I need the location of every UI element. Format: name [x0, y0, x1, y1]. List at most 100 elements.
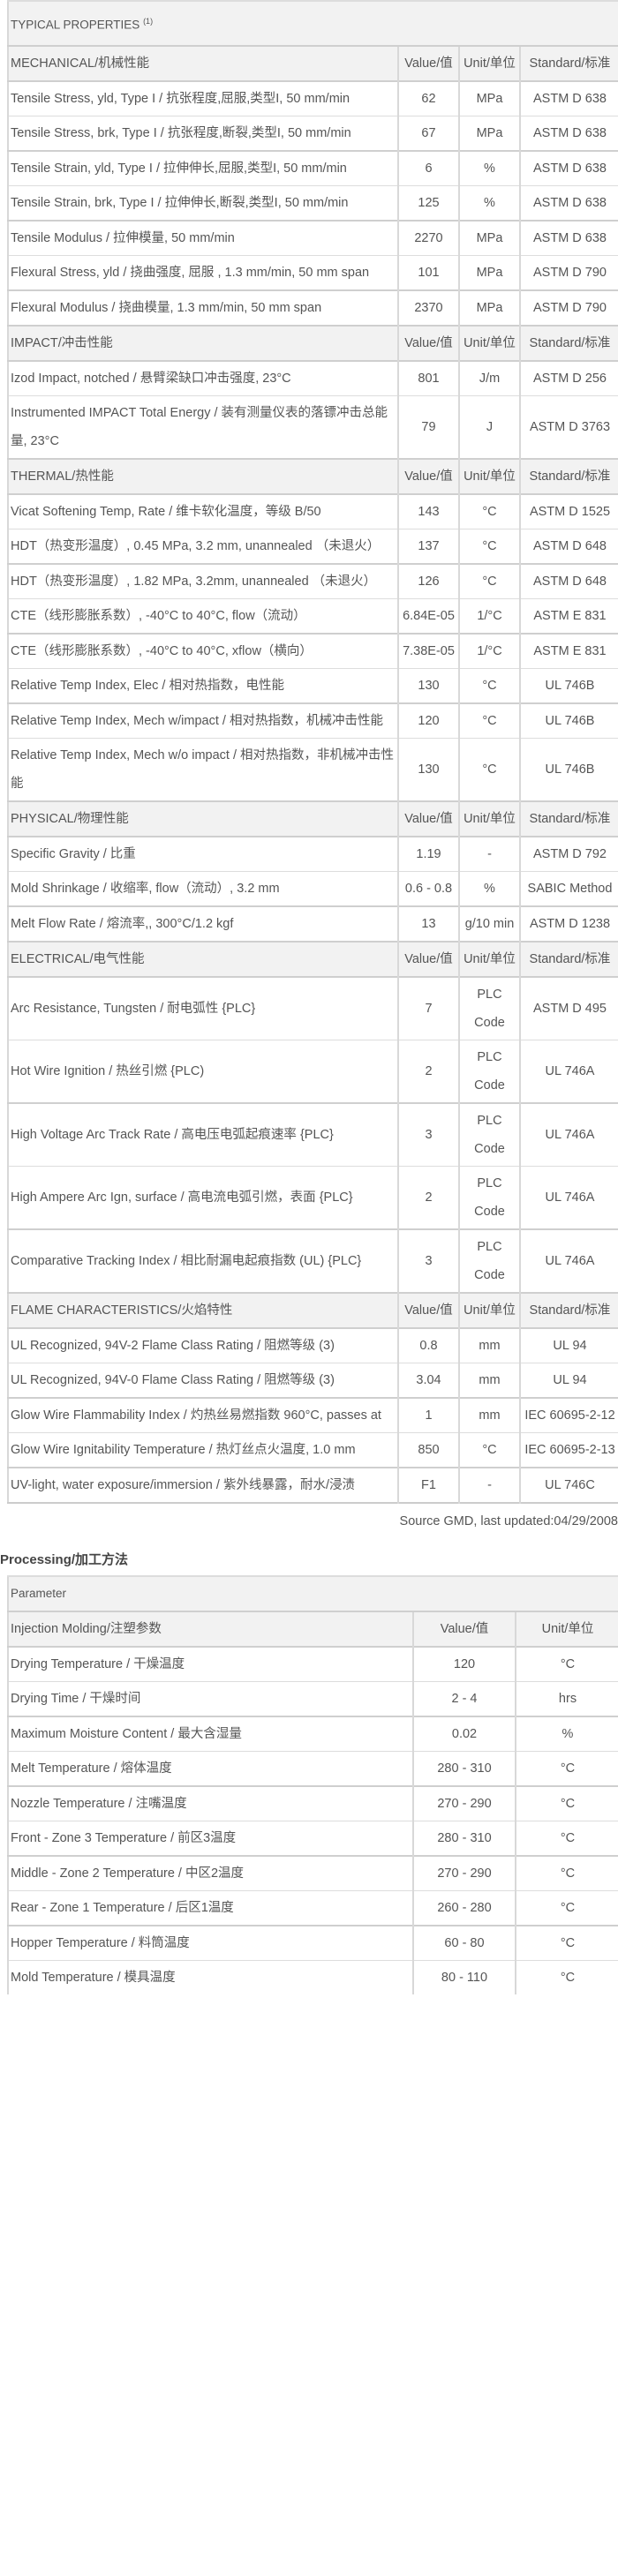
- value-header: Value/值: [397, 324, 459, 361]
- property-standard: ASTM D 1238: [519, 905, 618, 942]
- property-standard: UL 746A: [519, 1228, 618, 1293]
- property-value: 79: [397, 394, 459, 459]
- property-standard: ASTM D 648: [519, 562, 618, 598]
- property-row: Tensile Strain, brk, Type I / 拉伸伸长,断裂,类型…: [8, 184, 618, 221]
- property-value: 13: [397, 905, 459, 942]
- parameter-value: 260 - 280: [412, 1889, 516, 1926]
- value-header: Value/值: [397, 940, 459, 977]
- property-row: Tensile Stress, brk, Type I / 抗张程度,断裂,类型…: [8, 115, 618, 151]
- property-row: UL Recognized, 94V-0 Flame Class Rating …: [8, 1362, 618, 1398]
- property-value: 120: [397, 702, 459, 738]
- unit-header: Unit/单位: [458, 44, 520, 81]
- property-name: UL Recognized, 94V-0 Flame Class Rating …: [8, 1362, 398, 1398]
- property-value: 67: [397, 115, 459, 151]
- parameter-value: 2 - 4: [412, 1680, 516, 1716]
- property-row: Relative Temp Index, Mech w/impact / 相对热…: [8, 702, 618, 738]
- property-name: Izod Impact, notched / 悬臂梁缺口冲击强度, 23°C: [8, 359, 398, 395]
- section-header-row: PHYSICAL/物理性能 Value/值 Unit/单位 Standard/标准: [8, 800, 618, 837]
- section-title: ELECTRICAL/电气性能: [8, 940, 398, 977]
- property-name: HDT（热变形温度）, 0.45 MPa, 3.2 mm, unannealed…: [8, 528, 398, 564]
- property-standard: ASTM D 638: [519, 149, 618, 185]
- parameter-value: 80 - 110: [412, 1959, 516, 1994]
- property-name: Hot Wire Ignition / 热丝引燃 {PLC): [8, 1039, 398, 1103]
- parameter-label: Parameter: [8, 1574, 618, 1611]
- property-name: Tensile Modulus / 拉伸模量, 50 mm/min: [8, 219, 398, 255]
- unit-header: Unit/单位: [458, 800, 520, 837]
- property-value: 2370: [397, 289, 459, 326]
- property-row: Vicat Softening Temp, Rate / 维卡软化温度，等级 B…: [8, 492, 618, 529]
- property-name: Relative Temp Index, Mech w/o impact / 相…: [8, 737, 398, 801]
- property-value: 126: [397, 562, 459, 598]
- property-unit: mm: [458, 1326, 520, 1363]
- typical-properties-table: TYPICAL PROPERTIES (1) MECHANICAL/机械性能 Va…: [7, 0, 618, 1504]
- property-standard: ASTM D 792: [519, 835, 618, 871]
- property-unit: %: [458, 870, 520, 906]
- property-name: High Voltage Arc Track Rate / 高电压电弧起痕速率 …: [8, 1101, 398, 1166]
- property-unit: J/m: [458, 359, 520, 395]
- property-standard: UL 746C: [519, 1466, 618, 1503]
- value-header: Value/值: [397, 457, 459, 494]
- property-value: 143: [397, 492, 459, 529]
- parameter-unit: °C: [514, 1784, 618, 1821]
- parameter-row: Parameter: [8, 1574, 618, 1611]
- property-unit: -: [458, 835, 520, 871]
- property-unit: g/10 min: [458, 905, 520, 942]
- parameter-unit: °C: [514, 1854, 618, 1890]
- property-name: CTE（线形膨胀系数）, -40°C to 40°C, flow（流动）: [8, 597, 398, 634]
- parameter-value: 0.02: [412, 1715, 516, 1751]
- property-name: Relative Temp Index, Elec / 相对热指数，电性能: [8, 667, 398, 703]
- section-title: MECHANICAL/机械性能: [8, 44, 398, 81]
- property-name: Mold Shrinkage / 收缩率, flow（流动）, 3.2 mm: [8, 870, 398, 906]
- property-row: Izod Impact, notched / 悬臂梁缺口冲击强度, 23°C 80…: [8, 359, 618, 395]
- property-row: HDT（热变形温度）, 0.45 MPa, 3.2 mm, unannealed…: [8, 528, 618, 564]
- property-value: 7.38E-05: [397, 632, 459, 668]
- property-row: HDT（热变形温度）, 1.82 MPa, 3.2mm, unannealed …: [8, 562, 618, 598]
- property-name: Tensile Stress, brk, Type I / 抗张程度,断裂,类型…: [8, 115, 398, 151]
- property-row: Melt Flow Rate / 熔流率,, 300°C/1.2 kgf 13 g/…: [8, 905, 618, 942]
- property-unit: %: [458, 149, 520, 185]
- section-header-row: THERMAL/热性能 Value/值 Unit/单位 Standard/标准: [8, 457, 618, 494]
- property-unit: 1/°C: [458, 597, 520, 634]
- standard-header: Standard/标准: [519, 1291, 618, 1328]
- property-unit: °C: [458, 1431, 520, 1468]
- property-row: Relative Temp Index, Mech w/o impact / 相…: [8, 737, 618, 801]
- property-value: 101: [397, 254, 459, 290]
- property-value: F1: [397, 1466, 459, 1503]
- property-value: 2: [397, 1039, 459, 1103]
- property-value: 1.19: [397, 835, 459, 871]
- parameter-value: 120: [412, 1645, 516, 1681]
- processing-row: Nozzle Temperature / 注嘴温度 270 - 290 °C: [8, 1784, 618, 1821]
- property-standard: ASTM D 495: [519, 975, 618, 1040]
- property-row: Mold Shrinkage / 收缩率, flow（流动）, 3.2 mm 0.…: [8, 870, 618, 906]
- property-standard: UL 746A: [519, 1165, 618, 1229]
- property-unit: -: [458, 1466, 520, 1503]
- property-value: 6: [397, 149, 459, 185]
- parameter-name: Drying Temperature / 干燥温度: [8, 1645, 413, 1681]
- parameter-value: 280 - 310: [412, 1750, 516, 1786]
- property-value: 137: [397, 528, 459, 564]
- processing-row: Drying Temperature / 干燥温度 120 °C: [8, 1645, 618, 1681]
- parameter-value: 270 - 290: [412, 1854, 516, 1890]
- property-standard: UL 746B: [519, 667, 618, 703]
- property-name: Tensile Strain, yld, Type I / 拉伸伸长,屈服,类型…: [8, 149, 398, 185]
- section-title: PHYSICAL/物理性能: [8, 800, 398, 837]
- property-standard: ASTM D 3763: [519, 394, 618, 459]
- property-value: 1: [397, 1396, 459, 1432]
- property-name: Relative Temp Index, Mech w/impact / 相对热…: [8, 702, 398, 738]
- property-value: 3.04: [397, 1362, 459, 1398]
- standard-header: Standard/标准: [519, 44, 618, 81]
- parameter-name: Rear - Zone 1 Temperature / 后区1温度: [8, 1889, 413, 1926]
- parameter-name: Nozzle Temperature / 注嘴温度: [8, 1784, 413, 1821]
- value-header: Value/值: [412, 1610, 516, 1647]
- property-row: Instrumented IMPACT Total Energy / 装有测量仪…: [8, 394, 618, 459]
- property-row: Hot Wire Ignition / 热丝引燃 {PLC) 2 PLC Code U…: [8, 1039, 618, 1103]
- property-value: 2: [397, 1165, 459, 1229]
- property-unit: PLC Code: [458, 1165, 520, 1229]
- property-row: Specific Gravity / 比重 1.19- ASTM D 792: [8, 835, 618, 871]
- property-value: 6.84E-05: [397, 597, 459, 634]
- section-header-row: MECHANICAL/机械性能 Value/值 Unit/单位 Standard/标准: [8, 44, 618, 81]
- property-unit: MPa: [458, 79, 520, 116]
- property-value: 850: [397, 1431, 459, 1468]
- processing-row: Mold Temperature / 模具温度 80 - 110 °C: [8, 1959, 618, 1994]
- section-header-row: ELECTRICAL/电气性能 Value/值 Unit/单位 Standard/标准: [8, 940, 618, 977]
